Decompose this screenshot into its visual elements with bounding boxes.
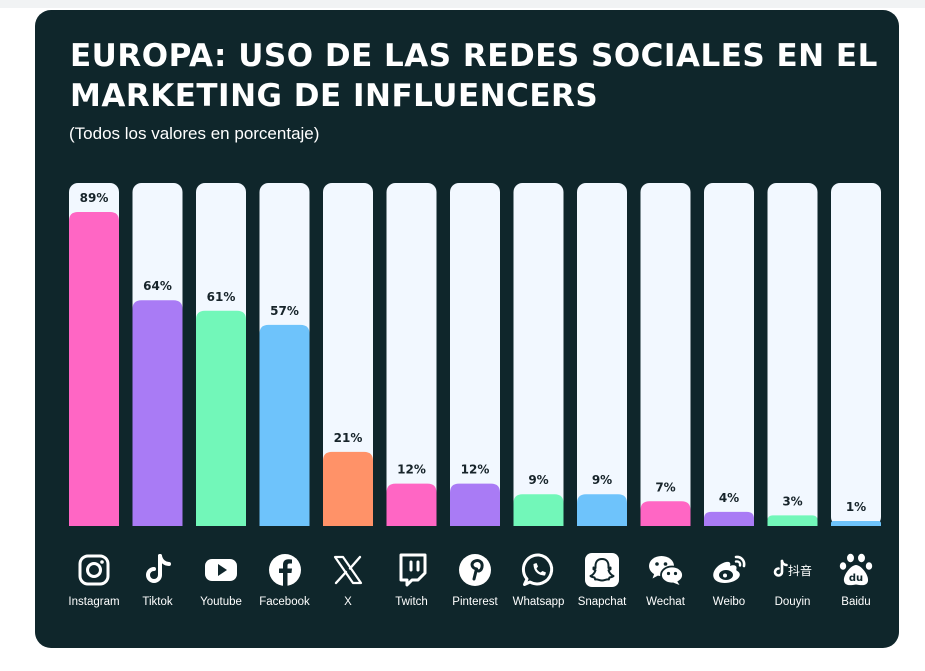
platform-weibo: Weibo — [697, 550, 761, 608]
platform-label: Wechat — [646, 596, 685, 608]
baidu-icon: du — [839, 553, 873, 586]
data-label: 9% — [592, 473, 612, 487]
platform-youtube: Youtube — [189, 550, 253, 608]
bar-tiktok — [132, 300, 183, 526]
bar-track — [640, 183, 691, 526]
platform-label: Facebook — [259, 596, 310, 608]
platform-label: Instagram — [68, 596, 120, 608]
tiktok-icon — [145, 554, 171, 583]
platform-label: Baidu — [841, 596, 871, 608]
platform-douyin: 抖音 Douyin — [761, 550, 825, 608]
bar-instagram — [69, 212, 119, 526]
platform-tiktok: Tiktok — [126, 550, 190, 608]
bar-track — [323, 183, 373, 526]
chart-title: EUROPA: USO DE LAS REDES SOCIALES EN EL … — [70, 38, 878, 114]
platform-label: Tiktok — [142, 596, 173, 608]
twitch-icon — [399, 553, 426, 587]
bar-whatsapp — [513, 494, 564, 526]
bar-track — [577, 183, 627, 526]
chart-subtitle: (Todos los valores en porcentaje) — [69, 124, 320, 143]
weibo-icon — [713, 555, 746, 583]
bar-track — [767, 183, 818, 526]
bar-track — [450, 183, 500, 526]
bar-facebook — [259, 324, 310, 526]
pinterest-icon — [459, 554, 491, 586]
bar-pinterest — [450, 483, 500, 526]
douyin-icon: 抖音 — [773, 559, 812, 578]
data-label: 3% — [782, 494, 802, 508]
data-label: 7% — [655, 480, 675, 494]
data-label: 21% — [334, 431, 363, 445]
platform-x: X — [316, 550, 380, 608]
baidu-icon-text: du — [849, 573, 863, 584]
platform-pinterest: Pinterest — [443, 550, 507, 608]
platform-instagram: Instagram — [62, 550, 126, 608]
platform-label: Pinterest — [452, 596, 498, 608]
bar-douyin — [767, 515, 818, 526]
platform-wechat: Wechat — [634, 550, 698, 608]
platform-whatsapp: Whatsapp — [507, 550, 571, 608]
x-icon — [333, 555, 363, 585]
data-label: 1% — [846, 500, 866, 514]
wechat-icon — [648, 556, 684, 585]
bar-x — [323, 451, 373, 526]
platform-label: Douyin — [774, 596, 811, 608]
platform-label: Youtube — [200, 596, 242, 608]
bar-baidu — [831, 521, 881, 526]
data-label: 12% — [397, 463, 426, 477]
platform-twitch: Twitch — [380, 550, 444, 608]
bar-track — [831, 183, 881, 526]
platform-label: Twitch — [395, 596, 428, 608]
bar-weibo — [704, 511, 754, 526]
data-label: 61% — [207, 290, 236, 304]
top-divider — [0, 0, 925, 8]
platform-label: Whatsapp — [512, 596, 565, 608]
bar-youtube — [196, 310, 246, 526]
bar-track — [513, 183, 564, 526]
data-label: 12% — [461, 463, 490, 477]
douyin-icon-text: 抖音 — [788, 563, 812, 578]
data-label: 64% — [143, 279, 172, 293]
youtube-icon — [205, 559, 237, 581]
bar-wechat — [640, 501, 691, 526]
platform-label: Weibo — [712, 596, 746, 608]
facebook-icon — [268, 554, 301, 586]
snapchat-icon — [585, 553, 619, 587]
data-label: 4% — [719, 491, 739, 505]
data-label: 89% — [80, 191, 109, 205]
bar-track — [704, 183, 754, 526]
platform-snapchat: Snapchat — [570, 550, 634, 608]
platform-label: X — [344, 596, 352, 608]
bar-snapchat — [577, 494, 627, 526]
whatsapp-icon — [521, 553, 553, 586]
instagram-icon — [78, 554, 110, 586]
platform-baidu: du Baidu — [824, 550, 888, 608]
bar-track — [386, 183, 437, 526]
bar-twitch — [386, 483, 437, 526]
platform-label: Snapchat — [577, 596, 627, 608]
platform-facebook: Facebook — [253, 550, 317, 608]
data-label: 57% — [270, 304, 299, 318]
data-label: 9% — [528, 473, 548, 487]
